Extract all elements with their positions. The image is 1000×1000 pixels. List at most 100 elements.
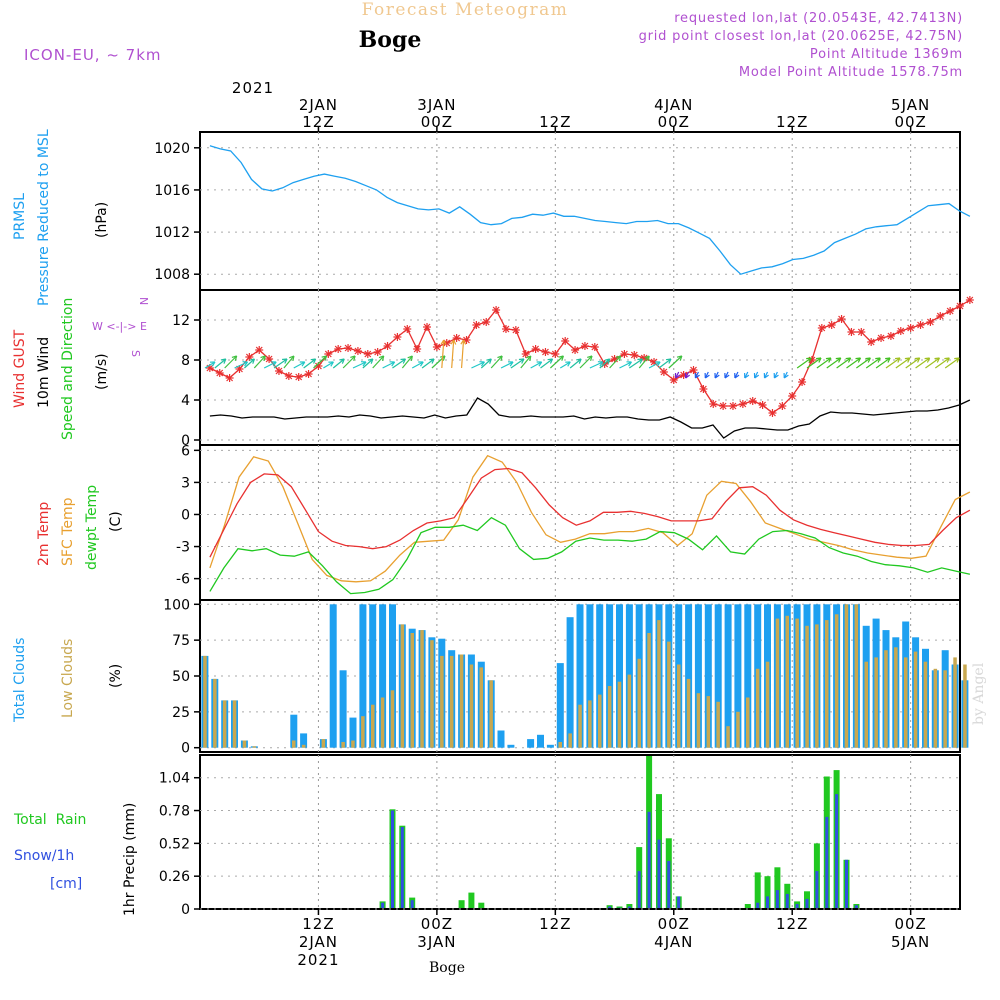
- wind-arrow-shaft: [411, 361, 424, 369]
- wind-label-gust: Wind GUST: [12, 329, 28, 408]
- low-cloud-bar: [755, 668, 760, 748]
- wind-arrow: [450, 339, 457, 369]
- gust-marker-d2: [956, 302, 964, 310]
- low-cloud-bar: [222, 700, 227, 748]
- wind-arrow: [934, 357, 950, 369]
- pressure-plot: [209, 145, 971, 275]
- wind-arrow: [401, 355, 413, 369]
- y-tick-label: 75: [172, 633, 190, 649]
- gust-marker: [561, 337, 570, 345]
- low-cloud-bar: [410, 633, 414, 748]
- wind-arrow: [668, 355, 683, 369]
- wind-arrow-shaft: [865, 357, 881, 369]
- bottom-axis-label: 00Z: [658, 915, 690, 933]
- gust-marker: [423, 323, 432, 331]
- wind-arrow-head: [381, 355, 385, 361]
- wind-arrow-head: [587, 355, 593, 358]
- low-cloud-bar: [351, 740, 355, 748]
- low-cloud-bar: [696, 693, 701, 748]
- temperature-plot: [209, 454, 971, 595]
- gust-marker: [659, 368, 668, 376]
- gust-marker: [403, 325, 412, 333]
- gust-marker: [798, 378, 807, 386]
- wind-arrow: [480, 358, 492, 369]
- gust-marker: [906, 324, 915, 332]
- gridlines: [200, 132, 960, 910]
- wind-arrow-head: [924, 357, 930, 360]
- wind-arrow: [530, 361, 543, 369]
- wind-arrow-shaft: [895, 357, 911, 369]
- wind-arrow-head: [724, 374, 730, 379]
- temp-unit: (C): [108, 511, 124, 532]
- wind-arrow-head: [714, 374, 720, 379]
- wind-arrow-shaft: [293, 361, 306, 369]
- wind-arrow-head: [463, 339, 467, 345]
- total-cloud-bar: [694, 604, 702, 748]
- gust-marker-d2: [650, 358, 658, 366]
- wind-arrow-shaft: [796, 357, 812, 369]
- wind-arrow-head: [857, 357, 862, 363]
- low-cloud-bar: [568, 733, 572, 748]
- wind-arrow-head: [220, 358, 226, 361]
- wind-arrow-head: [744, 374, 750, 379]
- gust-marker: [304, 370, 313, 378]
- wind-arrow-head: [400, 358, 406, 361]
- low-cloud-bar: [380, 697, 385, 748]
- wind-arrow-head: [407, 355, 413, 359]
- gust-marker-d2: [857, 328, 865, 336]
- wind-arrow-head: [815, 357, 822, 360]
- wind-arrow: [816, 357, 832, 369]
- y-tick-label: 50: [172, 669, 190, 685]
- wind-arrow: [342, 355, 356, 369]
- gust-marker-d2: [897, 327, 905, 335]
- low-cloud-bar: [341, 742, 345, 748]
- wind-arrow-head: [353, 355, 356, 361]
- gust-marker: [462, 336, 471, 344]
- y-tick-label: 1008: [154, 267, 190, 283]
- gust-marker-d2: [344, 344, 352, 352]
- gust-marker-d2: [591, 343, 599, 351]
- wind-arrow: [704, 371, 710, 379]
- y-tick-label: 0.52: [159, 836, 190, 852]
- wind-arrow-shaft: [421, 358, 435, 369]
- total-cloud-bar: [606, 604, 614, 748]
- wind-arrow-head: [301, 361, 306, 367]
- low-cloud-bar: [647, 633, 651, 748]
- y-tick-label: 25: [172, 705, 190, 721]
- wind-arrow-head: [916, 357, 921, 363]
- top-hour-label: 00Z: [894, 113, 926, 131]
- bottom-axis-label: 2021: [297, 951, 339, 969]
- y-tick-label: 0.26: [159, 869, 190, 885]
- wind-arrow-head: [231, 355, 237, 358]
- gust-marker-d2: [917, 321, 924, 329]
- gust-marker: [501, 325, 510, 333]
- gust-marker-d2: [374, 348, 382, 356]
- wind-arrow: [826, 357, 842, 369]
- bottom-axis-label: 3JAN: [417, 933, 456, 951]
- gust-marker-d2: [660, 368, 668, 376]
- compass-rose: N W <-|-> E S: [92, 297, 150, 357]
- wind-arrow-shaft: [490, 355, 503, 369]
- low-cloud-bar: [933, 668, 938, 748]
- low-cloud-bar: [736, 711, 740, 748]
- pressure-frame: [199, 131, 961, 291]
- snow-bar: [775, 890, 779, 908]
- wind-arrow-head: [894, 357, 901, 360]
- low-cloud-bar: [864, 661, 868, 748]
- wind-arrow: [684, 371, 691, 379]
- wind-arrow-shaft: [559, 361, 571, 369]
- total-cloud-bar: [744, 604, 752, 748]
- low-cloud-bar: [292, 740, 296, 748]
- gust-marker: [709, 400, 718, 408]
- wind-arrow-head: [676, 355, 682, 358]
- gust-marker: [511, 326, 520, 334]
- wind-arrow: [714, 371, 720, 379]
- wind-arrow-head: [440, 339, 445, 345]
- total-cloud-bar: [290, 714, 298, 748]
- total-cloud-bar: [339, 670, 347, 748]
- gust-marker-d2: [413, 345, 421, 353]
- wind-arrow-shaft: [332, 358, 345, 369]
- gust-marker-d2: [542, 348, 549, 356]
- bottom-axis-label: 12Z: [539, 915, 571, 933]
- wind-arrow-shaft: [638, 355, 650, 369]
